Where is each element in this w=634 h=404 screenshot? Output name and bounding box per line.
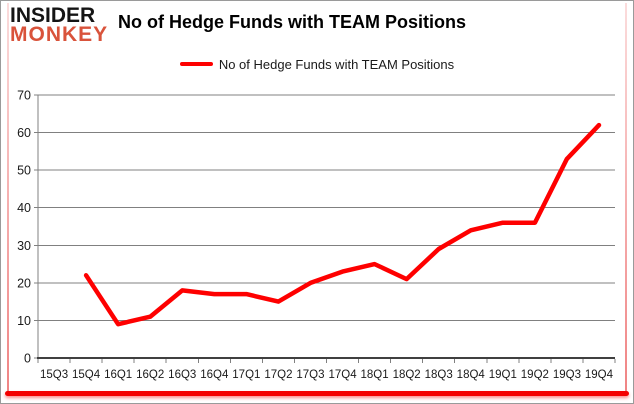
frame-right-accent xyxy=(625,3,627,391)
page-title: No of Hedge Funds with TEAM Positions xyxy=(118,12,466,32)
logo-text-insider: INSIDER xyxy=(10,4,96,27)
x-tick-label: 19Q4 xyxy=(585,369,614,381)
y-tick-label: 40 xyxy=(17,201,31,215)
legend-label: No of Hedge Funds with TEAM Positions xyxy=(218,56,455,72)
x-tick-label: 15Q4 xyxy=(72,369,101,381)
x-tick-label: 18Q4 xyxy=(457,369,486,381)
y-tick-label: 10 xyxy=(17,314,31,328)
x-tick-label: 17Q4 xyxy=(328,369,357,381)
x-tick-label: 17Q2 xyxy=(264,369,292,381)
x-tick-label: 16Q1 xyxy=(104,369,132,381)
x-tick-label: 16Q3 xyxy=(168,369,196,381)
y-tick-label: 70 xyxy=(17,89,31,103)
x-tick-label: 18Q2 xyxy=(393,369,421,381)
x-tick-label: 19Q3 xyxy=(553,369,581,381)
x-tick-label: 17Q1 xyxy=(232,369,260,381)
x-tick-label: 16Q4 xyxy=(200,369,229,381)
x-tick-label: 18Q1 xyxy=(361,369,389,381)
x-tick-label: 18Q3 xyxy=(425,369,453,381)
frame-bottom-bar xyxy=(5,391,629,396)
y-tick-label: 20 xyxy=(17,276,31,290)
chart-legend: No of Hedge Funds with TEAM Positions xyxy=(1,56,633,72)
x-tick-label: 19Q1 xyxy=(489,369,517,381)
y-tick-label: 50 xyxy=(17,164,31,178)
legend-line-swatch xyxy=(179,62,213,66)
x-tick-label: 16Q2 xyxy=(136,369,164,381)
series-line xyxy=(83,122,602,327)
y-tick-label: 60 xyxy=(17,126,31,140)
logo-text-monkey: MONKEY xyxy=(10,23,109,47)
x-tick-label: 19Q2 xyxy=(521,369,549,381)
y-tick-label: 30 xyxy=(17,239,31,253)
y-tick-label: 0 xyxy=(24,352,31,366)
x-tick-label: 17Q3 xyxy=(296,369,324,381)
x-tick-label: 15Q3 xyxy=(40,369,68,381)
frame-left-accent xyxy=(7,3,9,391)
insider-monkey-logo: INSIDER MONKEY xyxy=(10,4,109,47)
